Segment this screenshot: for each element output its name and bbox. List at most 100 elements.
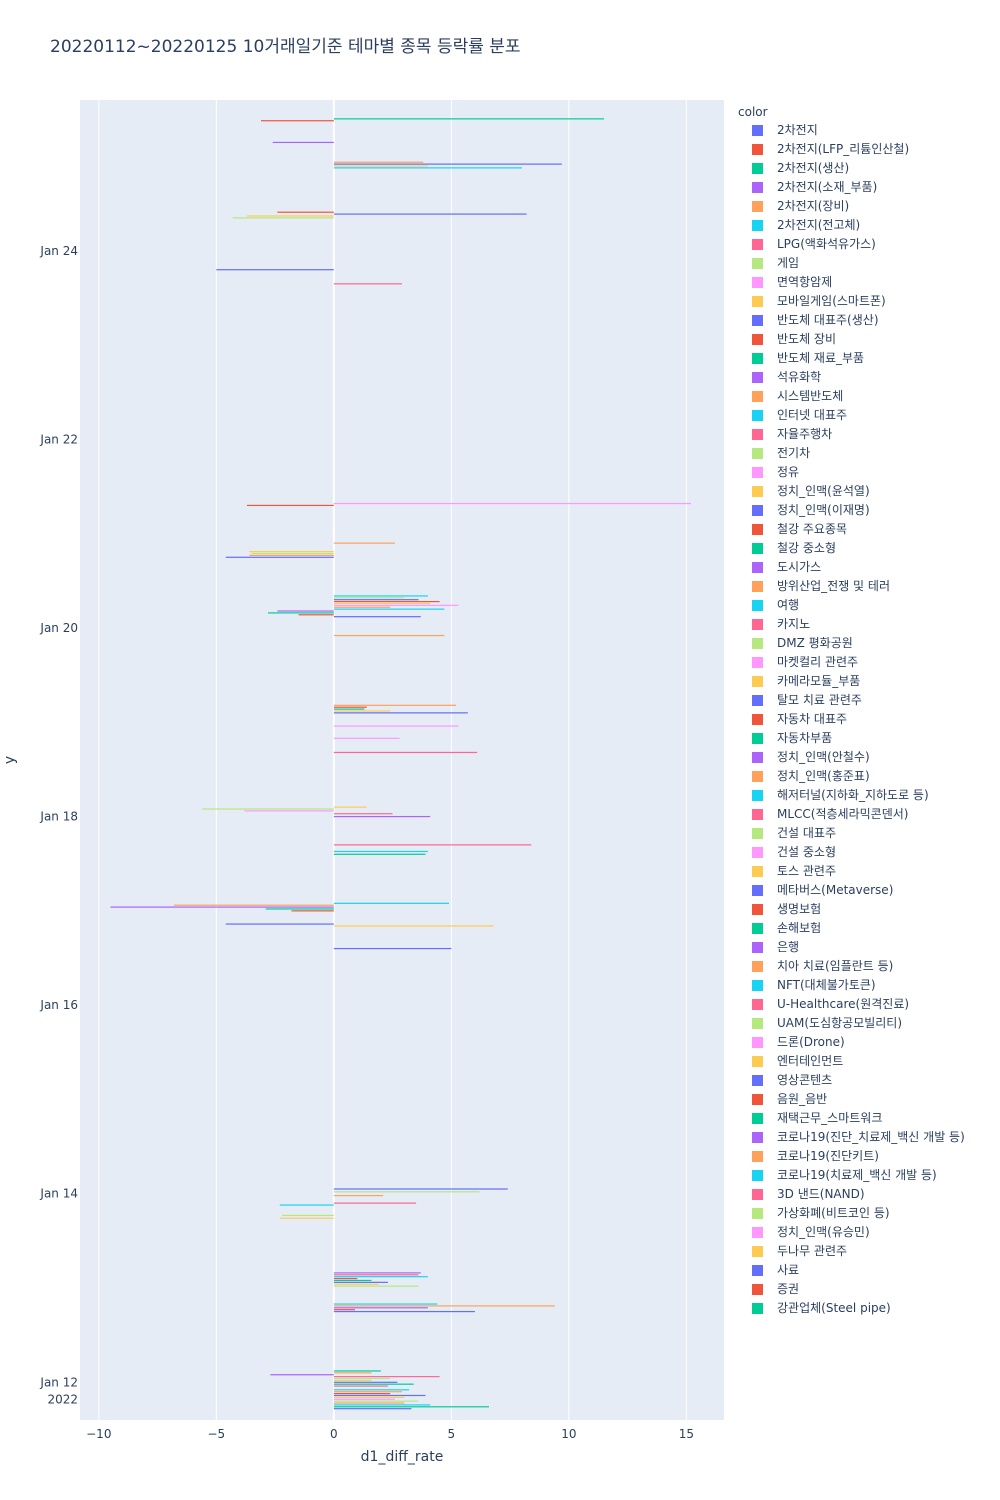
legend-item[interactable]: 사료 [738, 1261, 799, 1280]
legend-item[interactable]: 3D 낸드(NAND) [738, 1185, 865, 1204]
legend-label: 카메라모듈_부품 [777, 674, 861, 688]
legend-item[interactable]: 코로나19(진단_치료제_백신 개발 등) [738, 1128, 965, 1147]
legend-item[interactable]: 토스 관련주 [738, 862, 836, 881]
legend-item[interactable]: 자율주행차 [738, 425, 832, 444]
legend-item[interactable]: 탈모 치료 관련주 [738, 691, 862, 710]
legend-label: 2차전지 [777, 123, 818, 137]
legend-label: 건설 중소형 [777, 845, 837, 859]
legend-swatch [752, 847, 763, 858]
legend-item[interactable]: 코로나19(치료제_백신 개발 등) [738, 1166, 937, 1185]
legend-item[interactable]: 치아 치료(임플란트 등) [738, 957, 893, 976]
legend-item[interactable]: 마켓컬리 관련주 [738, 653, 858, 672]
legend-label: 철강 주요종목 [777, 522, 848, 536]
legend-item[interactable]: 반도체 재료_부품 [738, 349, 864, 368]
legend-item[interactable]: 2차전지(LFP_리튬인산철) [738, 140, 909, 159]
legend-item[interactable]: 반도체 대표주(생산) [738, 311, 879, 330]
legend-item[interactable]: 반도체 장비 [738, 330, 836, 349]
legend-item[interactable]: U-Healthcare(원격진료) [738, 995, 909, 1014]
legend-item[interactable]: 2차전지 [738, 121, 818, 140]
legend-item[interactable]: MLCC(적층세라믹콘덴서) [738, 805, 908, 824]
legend-item[interactable]: 생명보험 [738, 900, 821, 919]
legend-label: 정치_인맥(홍준표) [777, 769, 870, 783]
legend-swatch [752, 429, 763, 440]
legend-item[interactable]: 건설 중소형 [738, 843, 836, 862]
legend-item[interactable]: 철강 중소형 [738, 539, 836, 558]
legend-item[interactable]: 증권 [738, 1280, 799, 1299]
legend-item[interactable]: DMZ 평화공원 [738, 634, 853, 653]
legend-item[interactable]: 2차전지(전고체) [738, 216, 860, 235]
legend-swatch [752, 866, 763, 877]
legend-item[interactable]: 은행 [738, 938, 799, 957]
bar [333, 599, 419, 601]
legend-item[interactable]: 코로나19(진단키트) [738, 1147, 879, 1166]
legend-item[interactable]: 해저터널(지하화_지하도로 등) [738, 786, 929, 805]
legend-item[interactable]: 메타버스(Metaverse) [738, 881, 893, 900]
legend-item[interactable]: 정치_인맥(안철수) [738, 748, 870, 767]
legend-item[interactable]: 도시가스 [738, 558, 821, 577]
bar [333, 213, 527, 215]
legend-item[interactable]: 2차전지(생산) [738, 159, 849, 178]
bar [277, 610, 334, 612]
legend-swatch [752, 752, 763, 763]
legend-item[interactable]: 강관업체(Steel pipe) [738, 1299, 891, 1318]
legend-item[interactable]: 드론(Drone) [738, 1033, 845, 1052]
bar [251, 552, 334, 555]
x-tick-label: 0 [330, 1427, 338, 1441]
legend-item[interactable]: 정유 [738, 463, 799, 482]
legend-label: 모바일게임(스마트폰) [777, 294, 886, 308]
legend-label: 두나무 관련주 [777, 1244, 848, 1258]
legend-item[interactable]: 가상화폐(비트코인 등) [738, 1204, 890, 1223]
legend-item[interactable]: 2차전지(장비) [738, 197, 849, 216]
legend-label: 음원_음반 [777, 1092, 828, 1106]
legend-item[interactable]: LPG(액화석유가스) [738, 235, 876, 254]
legend-item[interactable]: 정치_인맥(유승민) [738, 1223, 870, 1242]
legend-item[interactable]: 석유화학 [738, 368, 821, 387]
legend-item[interactable]: 재택근무_스마트워크 [738, 1109, 882, 1128]
legend-swatch [752, 1189, 763, 1200]
legend-swatch [752, 695, 763, 706]
legend-item[interactable]: 철강 주요종목 [738, 520, 847, 539]
legend-label: 드론(Drone) [777, 1035, 845, 1049]
bar [333, 1400, 419, 1402]
legend-item[interactable]: 자동차 대표주 [738, 710, 847, 729]
legend-item[interactable]: 모바일게임(스마트폰) [738, 292, 886, 311]
legend-label: 정치_인맥(유승민) [777, 1225, 870, 1239]
legend-label: 정치_인맥(윤석열) [777, 484, 870, 498]
legend-item[interactable]: 손해보험 [738, 919, 821, 938]
legend-label: 은행 [777, 940, 800, 954]
legend-item[interactable]: 시스템반도체 [738, 387, 843, 406]
bar [291, 910, 334, 912]
legend-item[interactable]: UAM(도심항공모빌리티) [738, 1014, 902, 1033]
legend-item[interactable]: 카지노 [738, 615, 810, 634]
legend-item[interactable]: 여행 [738, 596, 799, 615]
legend-item[interactable]: 음원_음반 [738, 1090, 827, 1109]
legend-item[interactable]: 2차전지(소재_부품) [738, 178, 877, 197]
legend-item[interactable]: 자동차부품 [738, 729, 832, 748]
bar [202, 808, 334, 810]
legend-item[interactable]: 엔터테인먼트 [738, 1052, 843, 1071]
legend-item[interactable]: 카메라모듈_부품 [738, 672, 860, 691]
bar [333, 502, 692, 505]
legend-item[interactable]: 건설 대표주 [738, 824, 836, 843]
legend-item[interactable]: 면역항암제 [738, 273, 832, 292]
legend-item[interactable]: 영상콘텐츠 [738, 1071, 832, 1090]
bar [333, 1404, 431, 1406]
legend-item[interactable]: 두나무 관련주 [738, 1242, 847, 1261]
bar [333, 602, 431, 605]
legend-item[interactable]: 정치_인맥(이재명) [738, 501, 870, 520]
legend-swatch [752, 638, 763, 649]
legend-swatch [752, 486, 763, 497]
legend-swatch [752, 353, 763, 364]
legend-swatch [752, 1094, 763, 1105]
bar [333, 925, 494, 927]
legend-item[interactable]: 인터넷 대표주 [738, 406, 847, 425]
bar [333, 1195, 384, 1197]
legend-item[interactable]: 전기차 [738, 444, 810, 463]
y-tick-label: Jan 14 [39, 1187, 78, 1201]
legend-item[interactable]: NFT(대체불가토큰) [738, 976, 876, 995]
legend-item[interactable]: 방위산업_전쟁 및 테러 [738, 577, 890, 596]
legend-item[interactable]: 게임 [738, 254, 799, 273]
legend-item[interactable]: 정치_인맥(홍준표) [738, 767, 870, 786]
legend-item[interactable]: 정치_인맥(윤석열) [738, 482, 870, 501]
bar [333, 1283, 379, 1285]
